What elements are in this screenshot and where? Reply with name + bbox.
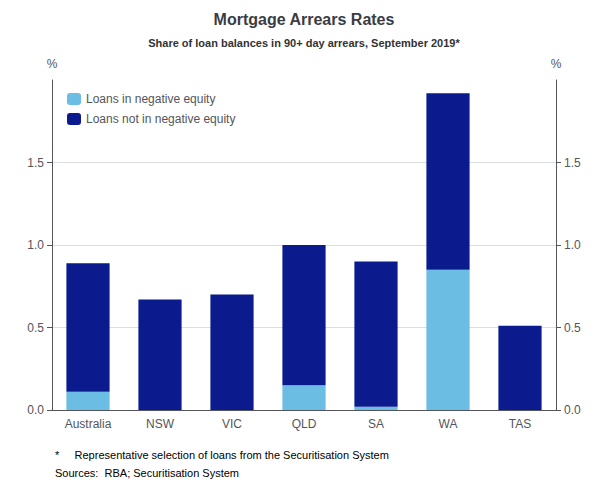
svg-text:Share of loan balances in 90+: Share of loan balances in 90+ day arrear… — [148, 37, 460, 49]
svg-text:Australia: Australia — [65, 417, 112, 431]
svg-text:1.0: 1.0 — [27, 238, 44, 252]
svg-text:NSW: NSW — [146, 417, 175, 431]
svg-text:1.5: 1.5 — [564, 156, 581, 170]
svg-text:QLD: QLD — [292, 417, 317, 431]
svg-text:Loans in negative equity: Loans in negative equity — [86, 92, 215, 106]
svg-text:0.0: 0.0 — [564, 403, 581, 417]
svg-text:%: % — [551, 57, 562, 71]
svg-text:0.5: 0.5 — [27, 321, 44, 335]
svg-text:WA: WA — [439, 417, 458, 431]
svg-text:%: % — [47, 57, 58, 71]
svg-text:VIC: VIC — [222, 417, 242, 431]
svg-text:Mortgage Arrears Rates: Mortgage Arrears Rates — [214, 11, 395, 28]
svg-text:* Representative selection: * Representative selection of loans from… — [55, 449, 389, 461]
svg-text:1.5: 1.5 — [27, 156, 44, 170]
svg-text:0.5: 0.5 — [564, 321, 581, 335]
svg-text:0.0: 0.0 — [27, 403, 44, 417]
svg-text:TAS: TAS — [509, 417, 531, 431]
svg-text:Sources: RBA; Securitisation: Sources: RBA; Securitisation System — [55, 467, 239, 479]
svg-text:Loans not in negative equity: Loans not in negative equity — [86, 112, 235, 126]
svg-text:1.0: 1.0 — [564, 238, 581, 252]
svg-text:SA: SA — [368, 417, 384, 431]
